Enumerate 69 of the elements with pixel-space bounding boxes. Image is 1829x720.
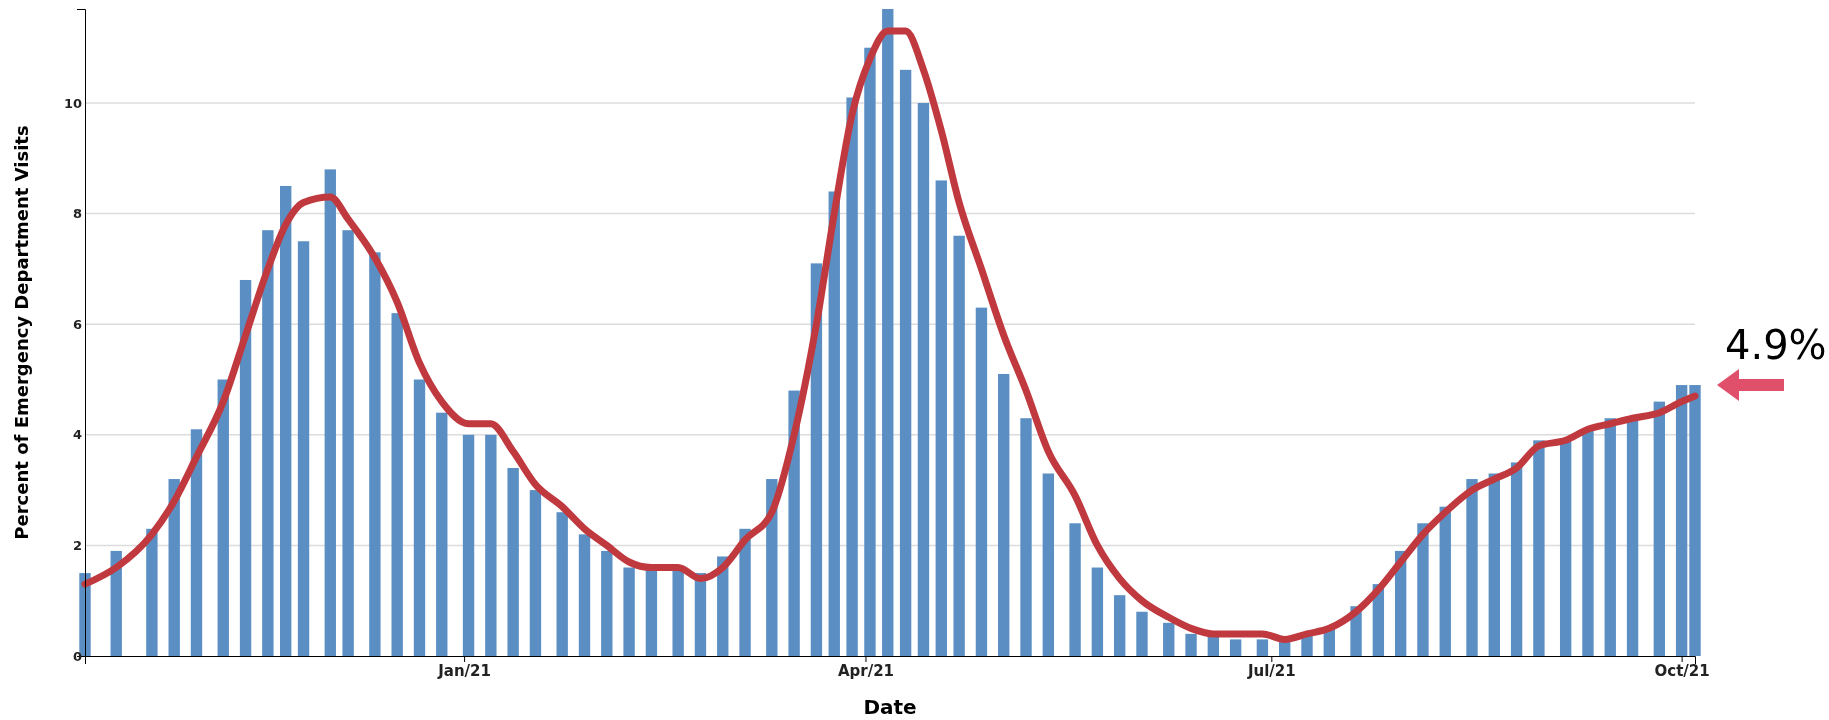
bar [239, 279, 252, 656]
bar [1626, 418, 1639, 656]
bar [1510, 462, 1523, 656]
bar [864, 47, 876, 656]
y-tick-label: 2 [72, 538, 82, 554]
bar [280, 185, 292, 656]
bar [485, 434, 497, 656]
x-tick-label: Jul/21 [1246, 661, 1296, 680]
bar [935, 180, 947, 656]
y-tick-label: 4 [72, 427, 82, 443]
bar [601, 550, 613, 656]
bar [1488, 473, 1500, 656]
bar [1559, 440, 1572, 656]
bar [324, 169, 336, 656]
bar [391, 313, 403, 656]
bar [739, 528, 751, 656]
y-tick-label: 6 [72, 316, 82, 332]
bar [623, 567, 635, 656]
y-tick-label: 0 [72, 648, 82, 664]
bar [1653, 401, 1666, 656]
x-tick-label: Jan/21 [437, 661, 491, 680]
y-tick-label: 8 [72, 206, 82, 222]
bar [297, 241, 310, 656]
bar [1675, 385, 1688, 656]
bar [953, 235, 965, 656]
bar [1042, 473, 1055, 656]
y-tick-label: 10 [63, 95, 82, 111]
bar [975, 307, 988, 656]
bar [507, 467, 519, 656]
bar [1091, 567, 1104, 656]
bar [262, 230, 274, 656]
bar [1185, 633, 1197, 656]
bar [462, 434, 475, 656]
bar [1466, 479, 1478, 656]
annotation: 4.9% [1725, 322, 1827, 369]
bar [998, 373, 1010, 656]
y-axis-title: Percent of Emergency Department Visits [11, 125, 32, 540]
bar [1256, 639, 1269, 656]
bar [1417, 523, 1429, 656]
bar [413, 379, 426, 656]
bar [369, 252, 381, 656]
bar [556, 512, 568, 656]
bar [1582, 429, 1594, 656]
bar [1604, 418, 1616, 656]
bar [917, 103, 930, 656]
x-tick-label: Apr/21 [837, 661, 895, 680]
bar [1069, 523, 1081, 656]
bar [1114, 595, 1126, 656]
bar [882, 9, 894, 656]
bar [578, 534, 591, 656]
bar [1689, 385, 1701, 656]
bar [342, 230, 354, 656]
bar [766, 479, 778, 656]
bar [846, 97, 858, 656]
bar [1136, 611, 1148, 656]
x-axis-title: Date [863, 695, 917, 719]
bar [899, 69, 912, 656]
bar [828, 191, 840, 656]
bar [190, 429, 203, 656]
x-tick-label: Oct/21 [1654, 661, 1710, 680]
bar [217, 379, 229, 656]
bar [1163, 622, 1175, 656]
bar [1229, 639, 1242, 656]
bar [436, 412, 448, 656]
bar [1439, 506, 1451, 656]
bar [529, 490, 542, 656]
bar [146, 528, 158, 656]
bar [1533, 440, 1545, 656]
bar [1020, 418, 1032, 656]
